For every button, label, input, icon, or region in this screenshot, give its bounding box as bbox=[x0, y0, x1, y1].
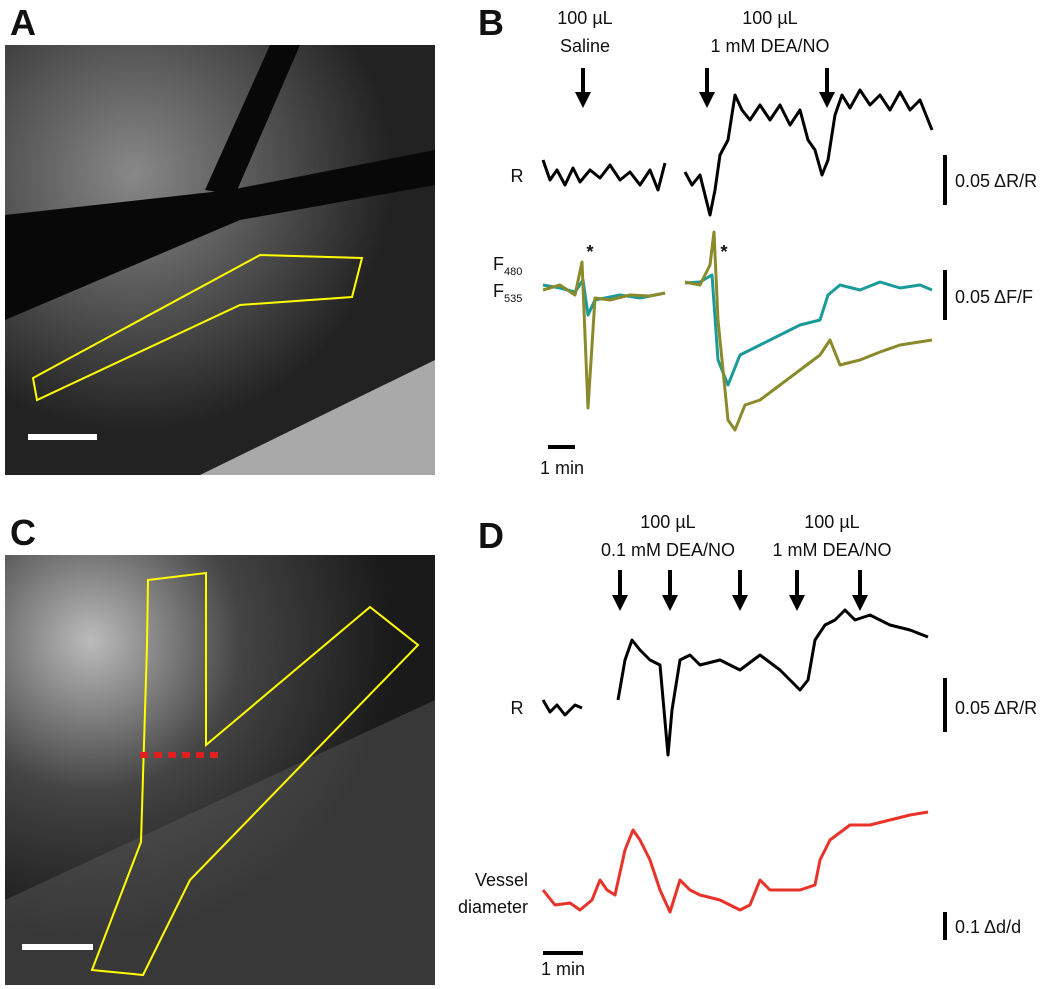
ratio-trace bbox=[541, 159, 667, 192]
panel-b: 100 µL Saline 100 µL 1 mM DEA/NO R 0.05 … bbox=[493, 8, 1037, 478]
asterisk: * bbox=[586, 242, 593, 262]
arrows bbox=[612, 570, 868, 611]
time-label: 1 min bbox=[541, 959, 585, 979]
f480-trace bbox=[684, 273, 933, 387]
f-letter: F bbox=[493, 254, 504, 274]
image-c bbox=[5, 555, 435, 985]
ratio-trace bbox=[616, 608, 929, 757]
panel-label: C bbox=[10, 512, 36, 553]
arrow-label: 1 mM DEA/NO bbox=[772, 540, 891, 560]
scale-label: 0.05 ΔR/R bbox=[955, 698, 1037, 718]
panel-label: B bbox=[478, 2, 504, 43]
trace-label: F535 bbox=[493, 281, 522, 305]
scale-label: 0.1 Δd/d bbox=[955, 917, 1021, 937]
f-letter: F bbox=[493, 281, 504, 301]
f-sub: 535 bbox=[504, 293, 522, 305]
scale-label: 0.05 ΔF/F bbox=[955, 287, 1033, 307]
trace-label: Vessel bbox=[475, 870, 528, 890]
arrow-label: Saline bbox=[560, 36, 610, 56]
time-label: 1 min bbox=[540, 458, 584, 478]
arrows bbox=[575, 68, 835, 108]
panel-d: 100 µL 0.1 mM DEA/NO 100 µL 1 mM DEA/NO … bbox=[458, 512, 1037, 979]
arrow-label: 0.1 mM DEA/NO bbox=[601, 540, 735, 560]
f-sub: 480 bbox=[504, 266, 522, 278]
ratio-trace bbox=[541, 699, 583, 717]
arrow-label: 100 µL bbox=[804, 512, 859, 532]
arrow-label: 100 µL bbox=[557, 8, 612, 28]
trace-label: F480 bbox=[493, 254, 522, 278]
diameter-trace bbox=[541, 810, 929, 914]
trace-label: R bbox=[511, 166, 524, 186]
panel-label: D bbox=[478, 515, 504, 556]
asterisk: * bbox=[720, 242, 727, 262]
arrow-label: 1 mM DEA/NO bbox=[710, 36, 829, 56]
scale-label: 0.05 ΔR/R bbox=[955, 171, 1037, 191]
f535-trace bbox=[684, 230, 933, 432]
image-a bbox=[5, 45, 435, 475]
trace-label: R bbox=[511, 698, 524, 718]
ratio-trace bbox=[683, 88, 934, 217]
arrow-label: 100 µL bbox=[742, 8, 797, 28]
trace-label: diameter bbox=[458, 897, 528, 917]
arrow-label: 100 µL bbox=[640, 512, 695, 532]
f535-trace bbox=[542, 260, 666, 410]
panel-label: A bbox=[10, 2, 36, 43]
